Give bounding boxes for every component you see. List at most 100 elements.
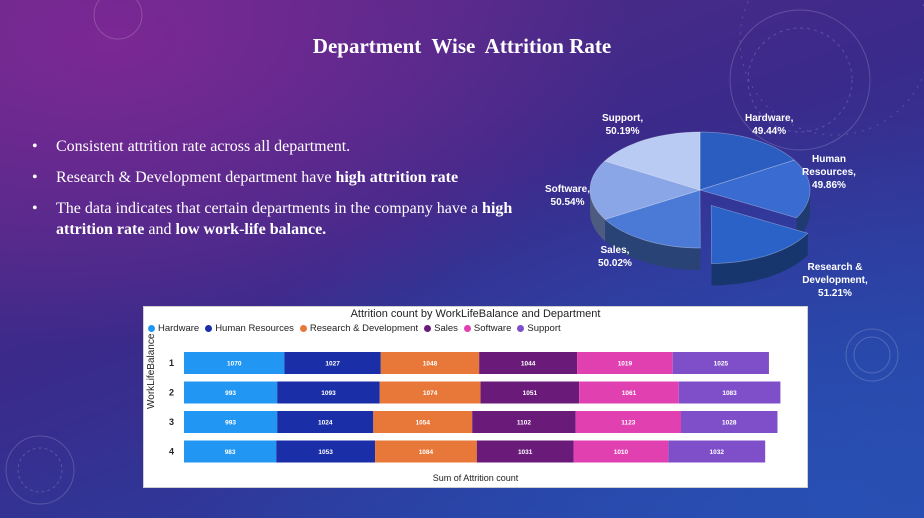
bar-data-label: 1024 (318, 420, 333, 427)
pie-label-value: 50.02% (598, 258, 632, 269)
pie-label-value: 50.54% (550, 197, 585, 208)
bar-data-label: 1044 (521, 361, 536, 368)
bullet-text: Research & Development department have (56, 169, 336, 186)
pie-label-name: Support, (602, 113, 644, 124)
legend-swatch (424, 325, 432, 332)
bar-data-label: 1025 (714, 361, 729, 368)
bar-segment (375, 440, 477, 463)
bar-chart-legend: Hardware Human Resources Research & Develo… (148, 323, 561, 334)
bullet-text: Consistent attrition rate across all dep… (56, 138, 351, 155)
bar-segment (373, 411, 473, 433)
bar-data-label: 983 (225, 449, 236, 456)
pie-data-label: Human Resources, 49.86% (800, 153, 858, 192)
bar-segment (379, 381, 481, 404)
bar-data-label: 1102 (517, 420, 531, 427)
legend-swatch (517, 325, 525, 332)
pie-slice-side (711, 233, 808, 286)
y-tick-label: 4 (169, 447, 174, 457)
pie-label-name: Sales, (600, 245, 630, 256)
bullet-item: • Research & Development department have … (30, 167, 520, 188)
bar-data-label: 1070 (227, 361, 242, 368)
bar-data-label: 1054 (416, 420, 431, 427)
bullet-dot: • (32, 169, 38, 186)
legend-swatch (205, 325, 213, 332)
bar-segment (678, 381, 781, 404)
bar-data-label: 1048 (423, 361, 438, 368)
bar-segment (472, 411, 576, 433)
bar-data-label: 1123 (621, 420, 635, 427)
pie-label-name: Software, (545, 184, 591, 195)
legend-item: Support (517, 323, 561, 334)
pie-data-label: Support, 50.19% (602, 112, 643, 138)
bar-data-label: 1027 (325, 361, 340, 368)
y-tick-label: 3 (169, 417, 174, 427)
pie-label-value: 50.19% (605, 126, 640, 137)
pie-data-label: Hardware, 49.44% (745, 112, 793, 138)
pie-slice-side (605, 219, 701, 270)
bullet-emphasis: high attrition rate (335, 169, 459, 186)
bullet-dot: • (32, 200, 38, 217)
bar-chart-panel: Attrition count by WorkLifeBalance and D… (143, 306, 808, 488)
bar-segment (184, 381, 278, 404)
bar-segment (277, 381, 380, 404)
bullet-dot: • (32, 138, 38, 155)
bar-data-label: 993 (225, 390, 236, 397)
pie-data-label: Sales, 50.02% (598, 244, 632, 270)
pie-data-label: Software, 50.54% (545, 183, 590, 209)
bar-segment (681, 411, 778, 433)
legend-item: Research & Development (299, 323, 419, 334)
bullet-text: and (144, 221, 176, 238)
bar-segment (575, 411, 682, 433)
bar-data-label: 1028 (722, 420, 737, 427)
pie-slice-side (796, 190, 810, 240)
bar-segment (276, 440, 376, 463)
bar-data-label: 1061 (622, 390, 637, 397)
bar-chart-title: Attrition count by WorkLifeBalance and D… (350, 308, 601, 320)
bar-segment (380, 352, 480, 374)
legend-label: Software (473, 323, 512, 334)
bar-segment (480, 381, 580, 404)
bar-data-label: 1019 (618, 361, 633, 368)
slide-title: Department Wise Attrition Rate (312, 34, 612, 58)
legend-label: Human Resources (215, 323, 294, 334)
bar-segment (479, 352, 578, 374)
bar-segment (573, 440, 669, 463)
bullet-emphasis: high attrition rate (56, 200, 513, 238)
legend-swatch (148, 325, 155, 332)
legend-swatch (463, 325, 471, 332)
legend-swatch (299, 325, 307, 332)
pie-slice-software (589, 160, 702, 220)
bullet-list: • Consistent attrition rate across all de… (30, 136, 520, 250)
bar-data-label: 1010 (614, 449, 629, 456)
bullet-emphasis: low work-life balance. (175, 221, 327, 238)
bar-segment (579, 381, 679, 404)
pie-slice-sales (604, 189, 701, 249)
bar-segment (672, 352, 769, 374)
pie-label-name: Research & Development, (802, 262, 868, 286)
pie-label-value: 49.44% (752, 126, 787, 137)
bar-segment (277, 411, 374, 433)
bar-segment (577, 352, 673, 374)
bar-data-label: 993 (225, 420, 236, 427)
bar-data-label: 1084 (419, 449, 434, 456)
pie-data-label: Research & Development, 51.21% (795, 261, 875, 300)
legend-item: Software (463, 323, 512, 334)
y-tick-label: 1 (169, 358, 174, 368)
bar-chart-x-axis-label: Sum of Attrition count (432, 473, 519, 483)
legend-label: Hardware (158, 323, 200, 334)
pie-slice-hardware (699, 131, 796, 191)
y-tick-label: 2 (169, 388, 174, 398)
bar-segment (184, 411, 278, 433)
bar-chart-y-axis-label: WorkLifeBalance (146, 333, 157, 409)
pie-label-name: Hardware, (745, 113, 794, 124)
legend-label: Research & Development (309, 323, 419, 334)
bar-data-label: 1093 (321, 390, 336, 397)
pie-slice-research-development (710, 205, 809, 264)
pie-slice-side (589, 190, 606, 242)
pie-label-value: 49.86% (812, 180, 846, 191)
pie-slice-human-resources (698, 159, 811, 219)
bar-segment (184, 352, 285, 374)
bar-chart-plot: 1 1070 1027 1048 1044 1019 1025 2 993 1093 1074 105… (169, 352, 781, 463)
